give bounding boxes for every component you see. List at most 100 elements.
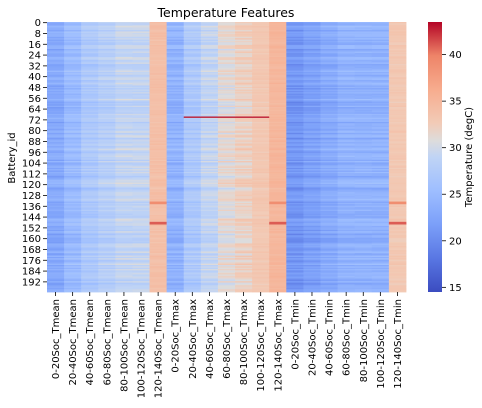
heatmap-cell bbox=[303, 51, 321, 54]
heatmap-cell bbox=[217, 154, 236, 157]
heatmap-cell bbox=[200, 132, 219, 135]
heatmap-cell bbox=[132, 157, 150, 159]
heatmap-cell bbox=[64, 100, 82, 103]
heatmap-cell bbox=[183, 232, 202, 235]
heatmap-cell bbox=[388, 127, 407, 130]
heatmap-cell bbox=[371, 219, 390, 221]
heatmap-cell bbox=[217, 277, 236, 279]
heatmap-cell bbox=[47, 115, 65, 117]
heatmap-cell bbox=[337, 61, 356, 63]
heatmap-cell bbox=[81, 259, 99, 262]
heatmap-cell bbox=[47, 179, 65, 182]
heatmap-cell bbox=[132, 69, 150, 71]
heatmap-cell bbox=[98, 250, 116, 252]
heatmap-cell bbox=[354, 32, 373, 35]
heatmap-cell bbox=[303, 171, 321, 174]
heatmap-cell bbox=[320, 221, 339, 224]
heatmap-cell bbox=[98, 212, 116, 215]
heatmap-cell bbox=[132, 163, 150, 166]
heatmap-cell bbox=[303, 53, 321, 55]
heatmap-cell bbox=[132, 205, 150, 208]
heatmap-cell bbox=[320, 216, 339, 219]
heatmap-cell bbox=[269, 144, 287, 147]
heatmap-cell bbox=[115, 166, 133, 169]
heatmap-cell bbox=[286, 255, 304, 258]
heatmap-cell bbox=[200, 220, 219, 223]
heatmap-cell bbox=[217, 209, 236, 212]
heatmap-cell bbox=[388, 63, 407, 66]
heatmap-cell bbox=[132, 209, 150, 212]
heatmap-cell bbox=[269, 107, 287, 109]
heatmap-cell bbox=[286, 105, 304, 108]
heatmap-cell bbox=[320, 58, 339, 61]
heatmap-cell bbox=[337, 211, 356, 213]
heatmap-cell bbox=[303, 94, 321, 97]
heatmap-cell bbox=[354, 40, 373, 43]
heatmap-cell bbox=[337, 248, 356, 251]
heatmap-cell bbox=[98, 239, 116, 242]
y-tick-label: 24 bbox=[28, 51, 41, 62]
heatmap-cell bbox=[252, 105, 270, 108]
heatmap-cell bbox=[47, 70, 65, 73]
heatmap-cell bbox=[47, 121, 65, 124]
heatmap-cell bbox=[303, 285, 321, 287]
heatmap-cell bbox=[47, 32, 65, 35]
heatmap-cell bbox=[149, 152, 168, 155]
heatmap-cell bbox=[149, 202, 168, 205]
heatmap-cell bbox=[200, 213, 219, 216]
heatmap-cell bbox=[81, 109, 99, 112]
heatmap-cell bbox=[47, 109, 65, 112]
heatmap-cell bbox=[183, 104, 202, 107]
heatmap-cell bbox=[269, 174, 287, 177]
heatmap-cell bbox=[388, 255, 407, 258]
heatmap-cell bbox=[115, 274, 133, 277]
heatmap-cell bbox=[269, 101, 287, 104]
heatmap-cell bbox=[252, 255, 270, 258]
heatmap-cell bbox=[217, 136, 236, 139]
heatmap-cell bbox=[115, 215, 133, 217]
heatmap-cell bbox=[371, 44, 390, 47]
heatmap-cell bbox=[166, 35, 185, 38]
heatmap-cell bbox=[235, 165, 253, 167]
heatmap-cell bbox=[183, 202, 202, 205]
heatmap-cell bbox=[47, 283, 65, 286]
heatmap-cell bbox=[235, 227, 253, 229]
heatmap-cell bbox=[286, 259, 304, 262]
heatmap-cell bbox=[149, 170, 168, 173]
heatmap-cell bbox=[115, 220, 133, 223]
heatmap-cell bbox=[252, 179, 270, 182]
heatmap-cell bbox=[183, 189, 202, 192]
heatmap-cell bbox=[354, 277, 373, 279]
heatmap-cell bbox=[337, 67, 356, 70]
heatmap-cell bbox=[81, 43, 99, 46]
heatmap-cell bbox=[183, 67, 202, 70]
heatmap-cell bbox=[81, 121, 99, 124]
heatmap-cell bbox=[252, 260, 270, 263]
heatmap-cell bbox=[388, 269, 407, 271]
heatmap-cell bbox=[303, 201, 321, 204]
heatmap-cell bbox=[371, 161, 390, 163]
heatmap-cell bbox=[149, 165, 168, 167]
heatmap-cell bbox=[149, 158, 168, 161]
heatmap-cell bbox=[81, 24, 99, 27]
heatmap-cell bbox=[303, 170, 321, 173]
heatmap-cell bbox=[200, 158, 219, 161]
heatmap-cell bbox=[269, 265, 287, 267]
heatmap-cell bbox=[166, 194, 185, 197]
heatmap-cell bbox=[166, 24, 185, 27]
heatmap-cell bbox=[388, 262, 407, 265]
heatmap-cell bbox=[371, 163, 390, 166]
heatmap-cell bbox=[337, 143, 356, 146]
heatmap-cell bbox=[183, 82, 202, 85]
heatmap-cell bbox=[388, 138, 407, 140]
heatmap-cell bbox=[98, 170, 116, 173]
heatmap-cell bbox=[320, 97, 339, 100]
heatmap-cell bbox=[354, 242, 373, 244]
heatmap-cell bbox=[354, 28, 373, 31]
heatmap-cell bbox=[388, 221, 407, 224]
heatmap-cell bbox=[286, 96, 304, 98]
heatmap-cell bbox=[98, 169, 116, 171]
heatmap-cell bbox=[320, 70, 339, 73]
heatmap-cell bbox=[115, 290, 133, 293]
heatmap-cell bbox=[354, 190, 373, 193]
